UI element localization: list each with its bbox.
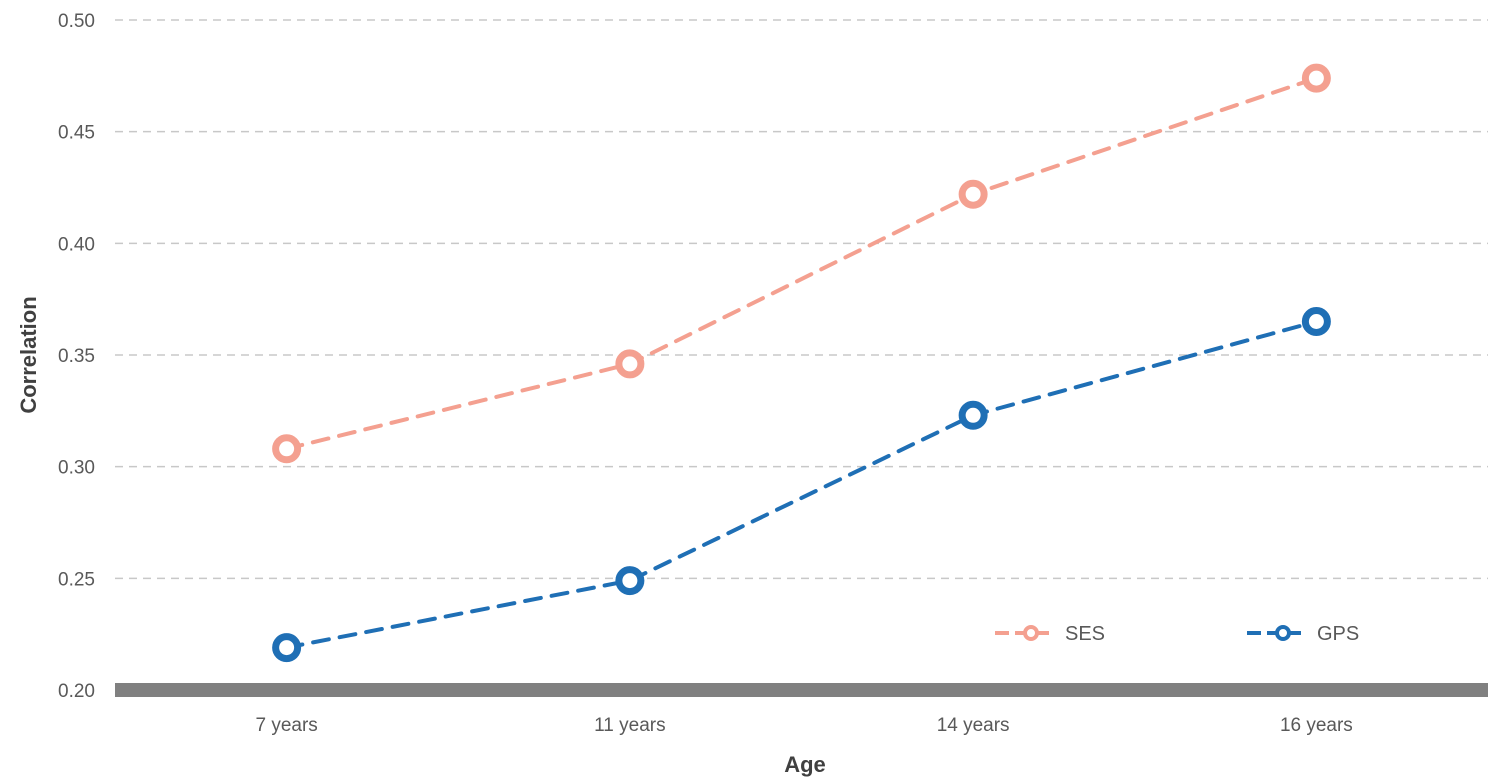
y-tick-label: 0.45	[58, 123, 95, 144]
series-layer	[272, 63, 1331, 663]
y-tick-label: 0.25	[58, 569, 95, 590]
legend-marker-ses	[1023, 625, 1039, 641]
data-point-ses	[272, 434, 302, 464]
data-point-gps	[272, 633, 302, 663]
x-axis-ticks: 7 years 11 years 14 years 16 years	[255, 715, 1352, 736]
x-tick-label: 11 years	[594, 715, 665, 736]
y-axis-title: Correlation	[16, 296, 41, 413]
data-point-gps	[615, 566, 645, 596]
y-tick-label: 0.35	[58, 346, 95, 367]
gridlines	[115, 19, 1488, 580]
legend: SES GPS	[995, 623, 1359, 645]
y-tick-label: 0.40	[58, 234, 95, 255]
y-tick-label: 0.20	[58, 681, 95, 702]
x-axis-title: Age	[784, 752, 826, 777]
legend-label-gps: GPS	[1317, 623, 1359, 645]
y-axis-ticks: 0.20 0.25 0.30 0.35 0.40 0.45 0.50	[58, 11, 95, 702]
y-tick-label: 0.30	[58, 458, 95, 479]
data-point-ses	[1301, 63, 1331, 93]
data-point-ses	[615, 349, 645, 379]
series-line-gps	[284, 319, 1319, 650]
legend-label-ses: SES	[1065, 623, 1105, 645]
data-point-gps	[1301, 307, 1331, 336]
data-point-gps	[958, 400, 988, 430]
legend-marker-gps	[1275, 625, 1291, 641]
x-axis-baseline	[115, 683, 1488, 697]
series-line-ses	[284, 76, 1319, 451]
x-tick-label: 16 years	[1280, 715, 1353, 736]
data-point-ses	[958, 179, 988, 209]
x-tick-label: 7 years	[255, 715, 317, 736]
x-tick-label: 14 years	[937, 715, 1010, 736]
y-tick-label: 0.50	[58, 11, 95, 32]
